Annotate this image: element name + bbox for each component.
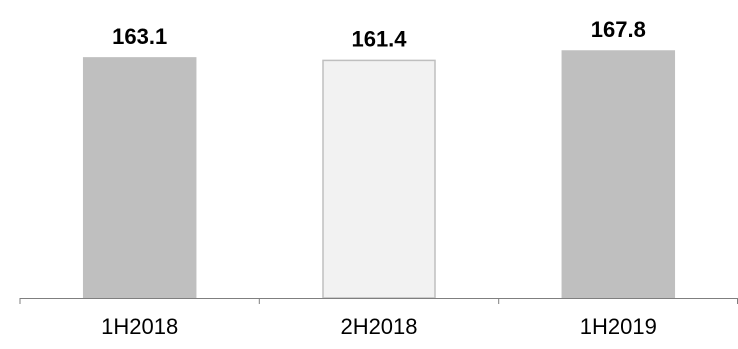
bar-1H2019 xyxy=(561,50,676,299)
value-label-2H2018: 161.4 xyxy=(351,26,407,51)
x-tick-label-2H2018: 2H2018 xyxy=(340,314,417,339)
value-label-1H2019: 167.8 xyxy=(591,17,646,42)
bar-2H2018 xyxy=(322,59,436,299)
x-tick-label-1H2019: 1H2019 xyxy=(580,314,657,339)
value-label-1H2018: 163.1 xyxy=(112,24,167,49)
x-tick-labels-layer: 1H2018 2H2018 1H2019 xyxy=(101,314,657,339)
bars-layer xyxy=(82,50,676,299)
bar-1H2018 xyxy=(82,57,197,299)
x-axis xyxy=(19,298,738,304)
value-labels-layer: 163.1 161.4 167.8 xyxy=(112,17,646,51)
x-tick-label-1H2018: 1H2018 xyxy=(101,314,178,339)
